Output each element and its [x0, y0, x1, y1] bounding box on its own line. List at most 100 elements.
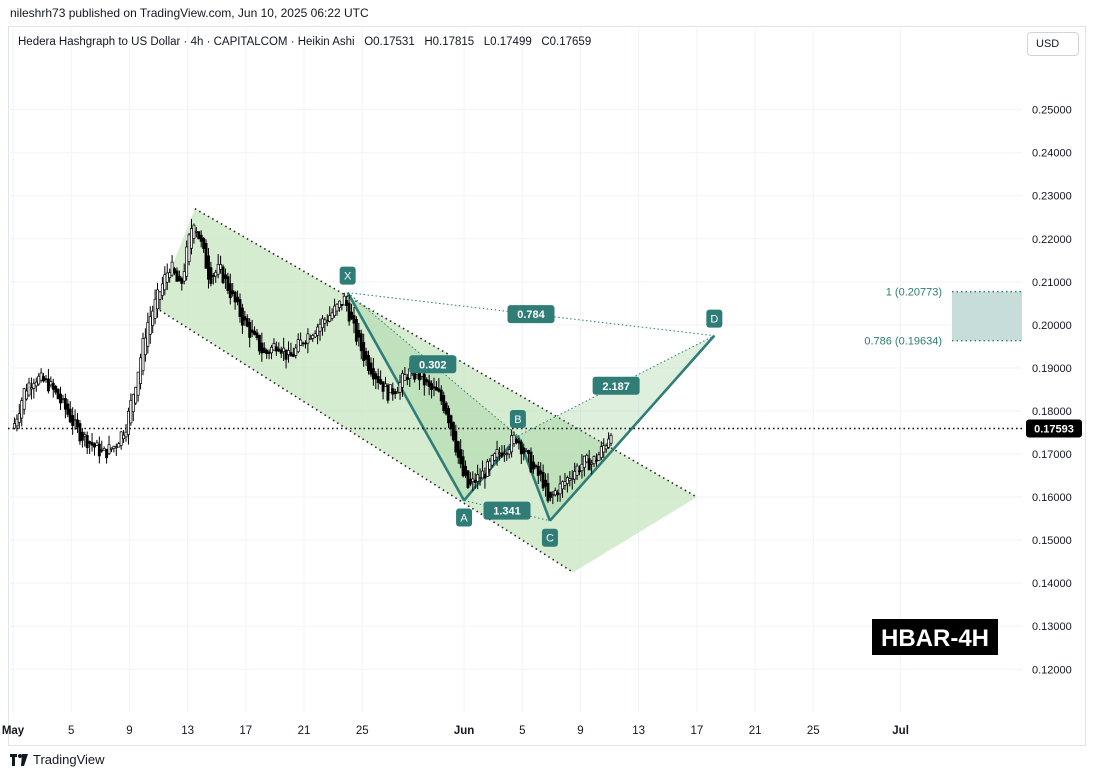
candle-body [468, 478, 472, 485]
candle-body [180, 278, 184, 284]
candle-body [284, 349, 288, 360]
leg-xa [346, 291, 466, 502]
candle-body [105, 448, 109, 459]
candle-body [573, 471, 577, 480]
candle-body [177, 275, 181, 282]
publisher-line: nileshrh73 published on TradingView.com,… [10, 6, 369, 20]
point-label-bg-b [509, 409, 526, 428]
candle-body [388, 384, 392, 394]
candle-body [490, 455, 494, 466]
candle-body [245, 318, 249, 327]
candle-body [447, 408, 451, 424]
candle-body [379, 379, 383, 385]
candle-body [386, 384, 390, 401]
candle-body [582, 455, 586, 468]
candle-body [519, 441, 523, 455]
candle-body [207, 255, 210, 280]
candle-body [595, 459, 598, 462]
candle-body [165, 272, 169, 283]
candle-body [342, 295, 346, 306]
candle-body [359, 333, 363, 352]
candle-body [483, 474, 487, 479]
candle-body [68, 408, 72, 423]
candle-body [553, 490, 557, 496]
candle-body [59, 393, 62, 404]
x-tick-label: 17 [690, 725, 703, 737]
candle-body [272, 343, 276, 351]
candle-body [262, 347, 266, 353]
candle-body [270, 346, 273, 354]
candle-body [461, 456, 465, 477]
candle-body [192, 224, 196, 239]
y-tick-label: 0.16000 [1032, 492, 1072, 504]
candle-body [182, 271, 186, 282]
candle-body [248, 322, 252, 338]
y-axis: 0.25000 0.24000 0.23000 0.22000 0.21000 0.200… [1032, 105, 1072, 677]
candle-body [46, 378, 50, 392]
candle-body [437, 388, 441, 392]
y-tick-label: 0.15000 [1032, 535, 1072, 547]
candle-body [512, 434, 516, 445]
candle-body [459, 449, 463, 465]
candle-body [199, 234, 203, 242]
candle-body [223, 274, 227, 279]
candle-body [522, 447, 526, 454]
candle-body [333, 305, 337, 316]
candle-body [364, 351, 368, 360]
grid-lines [8, 28, 1022, 712]
ratio-label: 2.187 [602, 381, 630, 393]
candle-body [481, 470, 484, 479]
footer-brand[interactable]: TradingView [10, 752, 105, 767]
candle-body [323, 319, 327, 324]
candle-body [129, 399, 133, 424]
candle-body [233, 291, 237, 303]
candle-body [369, 362, 373, 375]
channel-upper-line [194, 207, 698, 498]
candle-body [575, 465, 579, 476]
x-axis: May 5 9 13 17 21 25 Jun 5 9 13 17 21 25 Jul [2, 725, 909, 737]
candle-body [313, 333, 317, 338]
candle-body [561, 481, 564, 490]
candle-body [590, 462, 594, 465]
candle-body [97, 443, 101, 457]
xab-triangle [347, 292, 518, 501]
candle-body [221, 266, 225, 284]
x-tick-label: 21 [298, 725, 311, 737]
candle-body [100, 449, 104, 452]
candle-body [153, 298, 157, 319]
candle-body [432, 386, 436, 389]
watermark-bg [872, 619, 998, 655]
candle-body [119, 431, 123, 446]
candle-body [354, 319, 358, 342]
chart-frame [8, 26, 1086, 746]
candle-body [442, 395, 446, 411]
y-tick-label: 0.17000 [1032, 449, 1072, 461]
candle-body [565, 477, 569, 484]
x-tick-label: 21 [749, 725, 762, 737]
candle-body [277, 348, 281, 352]
y-tick-label: 0.22000 [1032, 234, 1072, 246]
y-tick-label: 0.13000 [1032, 621, 1072, 633]
xb-ratio-line [347, 292, 519, 437]
candle-body [607, 438, 611, 448]
candle-body [88, 441, 92, 444]
candle-body [209, 267, 213, 284]
candle-body [238, 299, 242, 317]
candle-body [63, 398, 67, 410]
candle-body [236, 296, 240, 303]
candle-body [507, 449, 511, 455]
candle-body [498, 452, 501, 455]
candle-body [578, 470, 581, 473]
candle-body [73, 419, 77, 421]
candle-body [296, 339, 300, 353]
candle-body [126, 410, 130, 435]
candle-body [330, 312, 334, 319]
candle-body [294, 347, 298, 356]
candle-body [592, 456, 596, 465]
currency-button[interactable]: USD [1027, 32, 1079, 56]
candle-body [44, 378, 48, 381]
candle-body [282, 347, 286, 353]
candle-body [444, 402, 448, 415]
candle-body [347, 302, 351, 322]
